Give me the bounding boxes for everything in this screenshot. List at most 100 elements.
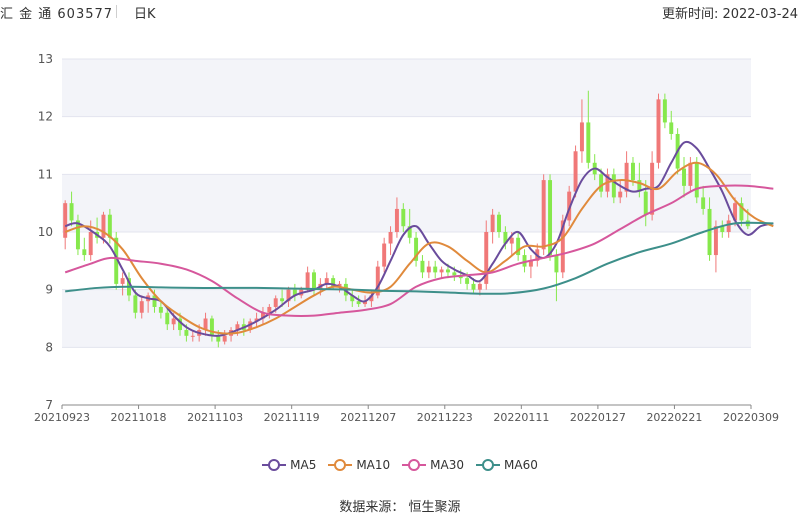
candle (312, 272, 316, 290)
candle (178, 318, 183, 331)
ma5-line (64, 140, 774, 337)
candle (426, 266, 431, 273)
legend-swatch-icon (402, 459, 427, 471)
legend-item-ma60[interactable]: MA60 (476, 458, 538, 472)
candle (63, 203, 68, 238)
candle (682, 168, 686, 186)
candle (701, 197, 706, 209)
candle (662, 99, 667, 123)
candle (490, 214, 495, 232)
candle (541, 180, 546, 250)
legend-swatch-icon (262, 459, 287, 471)
candle (445, 269, 450, 273)
x-tick-label: 20211207 (340, 411, 396, 424)
y-tick-label: 11 (38, 167, 53, 181)
candle (171, 318, 176, 325)
period-label[interactable]: 日K (134, 7, 156, 22)
candle (305, 272, 310, 290)
stock-title: 汇 金 通 603577 (0, 7, 114, 22)
data-source: 数据来源： 恒生聚源 (339, 500, 461, 515)
x-tick-label: 20220111 (493, 411, 549, 424)
y-tick-label: 13 (38, 52, 53, 66)
candle (331, 278, 336, 287)
y-tick-label: 8 (45, 340, 53, 354)
candle (356, 301, 361, 305)
candle (630, 162, 635, 181)
candle (69, 203, 74, 221)
chart-legend: MA5 MA10 MA30 MA60 (0, 458, 800, 478)
candle (267, 306, 272, 313)
legend-label: MA30 (430, 458, 465, 472)
candle (350, 295, 355, 302)
candle (713, 226, 718, 256)
candle (669, 122, 674, 134)
candle (407, 226, 412, 238)
y-tick-label: 9 (45, 283, 53, 297)
candle (586, 122, 591, 163)
candle (280, 298, 285, 302)
legend-swatch-icon (476, 459, 501, 471)
y-tick-label: 12 (38, 110, 53, 124)
legend-label: MA60 (504, 458, 538, 472)
candle (522, 255, 527, 267)
candle (222, 335, 227, 342)
candle (477, 283, 482, 290)
candle (369, 295, 374, 302)
y-tick-label: 7 (45, 398, 53, 412)
x-tick-label: 20220127 (570, 411, 626, 424)
candle (611, 174, 616, 198)
candle (726, 220, 731, 232)
candle (567, 191, 572, 221)
candle (452, 272, 457, 276)
candle (363, 301, 368, 305)
legend-label: MA10 (356, 458, 391, 472)
legend-item-ma30[interactable]: MA30 (402, 458, 464, 472)
header-divider (116, 5, 117, 18)
candle (656, 99, 661, 163)
candle (579, 122, 584, 152)
grid-band (62, 59, 751, 117)
legend-item-ma5[interactable]: MA5 (262, 458, 316, 472)
candle (248, 321, 253, 331)
x-tick-label: 20210923 (34, 411, 90, 424)
candle (235, 324, 240, 331)
candle (516, 237, 521, 256)
candle (548, 180, 553, 256)
candle (624, 162, 629, 192)
candle (497, 214, 501, 232)
candle (471, 283, 476, 290)
candle (503, 232, 508, 244)
ma30-line (64, 184, 774, 317)
candle (260, 312, 265, 319)
legend-item-ma10[interactable]: MA10 (328, 458, 390, 472)
x-tick-label: 20211119 (264, 411, 320, 424)
candle (420, 260, 425, 273)
candle (439, 269, 444, 273)
candle (694, 162, 699, 198)
ma60-line (65, 221, 774, 295)
candle (618, 191, 623, 198)
candle (292, 289, 297, 296)
candle (139, 301, 144, 313)
candle (528, 260, 533, 267)
legend-swatch-icon (328, 459, 353, 471)
candle (216, 335, 221, 342)
candle (165, 312, 170, 325)
x-tick-label: 20220221 (646, 411, 702, 424)
candle (739, 203, 744, 221)
candle (107, 214, 112, 238)
candle (114, 237, 119, 284)
candle (637, 180, 642, 192)
candle (133, 295, 138, 313)
candle (465, 278, 470, 284)
candle (88, 232, 93, 256)
candle (433, 266, 438, 273)
candle (599, 174, 604, 192)
ma10-line (64, 161, 774, 335)
candle (101, 214, 106, 238)
x-tick-label: 20220309 (723, 411, 779, 424)
candle (152, 295, 157, 307)
candle (484, 232, 489, 284)
x-tick-label: 20211103 (187, 411, 243, 424)
kline-chart: 7 8 9 10 11 12 13 20210923 20211018 20211103 20211… (34, 52, 779, 424)
